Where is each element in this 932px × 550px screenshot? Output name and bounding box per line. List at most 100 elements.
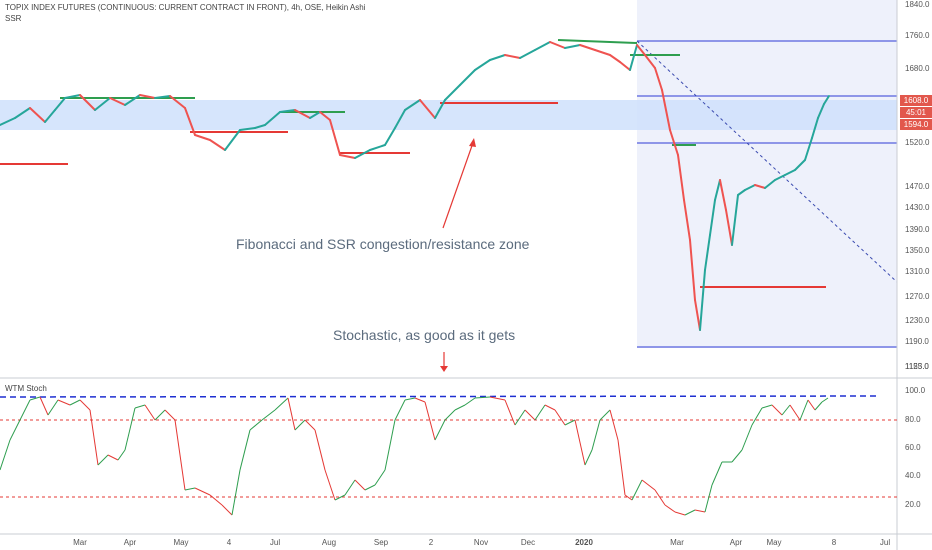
stoch-segment	[464, 397, 476, 406]
price-tick-label: 1430.0	[905, 203, 930, 212]
price-segment	[124, 94, 141, 106]
stoch-segment	[704, 484, 713, 513]
stoch-segment	[89, 409, 99, 466]
stoch-segment	[209, 494, 223, 506]
stoch-segment	[39, 396, 49, 416]
price-axis[interactable]: 1840.01760.01680.01600.01520.01470.01430…	[905, 0, 930, 371]
price-segment	[564, 44, 581, 49]
time-tick-label: May	[173, 538, 188, 547]
stoch-series	[0, 396, 829, 516]
price-segment	[694, 299, 701, 331]
price-segment	[719, 179, 727, 211]
price-segment	[744, 184, 756, 191]
stoch-segment	[454, 404, 466, 411]
stoch-segment	[97, 454, 109, 466]
price-segment	[79, 94, 96, 111]
price-segment	[549, 41, 566, 49]
price-tick-label: 1270.0	[905, 292, 930, 301]
stoch-segment	[221, 504, 233, 516]
price-segment	[309, 111, 321, 119]
price-segment	[224, 129, 241, 151]
stoch-segment	[514, 409, 526, 426]
price-segment	[434, 99, 446, 119]
price-tag-1594: 1594.0	[900, 119, 932, 130]
stoch-segment	[624, 494, 633, 501]
stoch-segment	[781, 404, 791, 416]
stoch-segment	[807, 399, 816, 411]
stoch-arrow-head	[440, 366, 448, 372]
stoch-segment	[731, 449, 743, 463]
stoch-segment	[374, 469, 386, 486]
price-segment	[354, 149, 371, 159]
price-segment	[54, 97, 66, 111]
stoch-segment	[674, 511, 686, 516]
time-axis[interactable]: Mar Apr May 4 Jul Aug Sep 2 Nov Dec 2020 Mar Apr May 8…	[73, 538, 890, 547]
stoch-segment	[274, 397, 289, 411]
price-segment	[811, 117, 819, 139]
price-segment	[794, 159, 806, 171]
stoch-segment	[394, 399, 406, 421]
price-segment	[419, 99, 436, 119]
stoch-tick-label: 40.0	[905, 471, 921, 480]
price-segment	[444, 84, 461, 101]
stoch-segment	[334, 494, 346, 501]
stoch-segment	[554, 409, 566, 426]
stoch-segment	[584, 449, 593, 466]
stoch-segment	[117, 449, 126, 461]
trend-line	[636, 40, 898, 283]
price-segment	[754, 184, 766, 189]
stoch-segment	[444, 409, 456, 421]
stoch-segment	[0, 439, 11, 471]
price-tick-label: 1190.0	[905, 337, 929, 346]
stoch-segment	[154, 409, 166, 421]
price-segment	[704, 234, 711, 271]
stoch-segment	[9, 419, 21, 441]
price-segment	[804, 137, 813, 161]
stoch-segment	[69, 399, 81, 406]
stoch-segment	[741, 424, 753, 451]
stoch-segment	[544, 404, 556, 411]
stoch-segment	[344, 479, 356, 496]
stoch-segment	[814, 401, 823, 411]
resistance-zone	[0, 100, 897, 130]
price-segment	[629, 44, 638, 71]
price-segment	[731, 194, 739, 246]
stoch-segment	[474, 396, 491, 399]
lower-pane-label: WTM Stoch	[5, 384, 47, 393]
time-tick-label: May	[766, 538, 781, 547]
zone-annotation: Fibonacci and SSR congestion/resistance …	[236, 236, 530, 252]
price-segment	[44, 109, 56, 123]
stoch-segment	[799, 399, 809, 421]
price-segment	[709, 199, 716, 236]
price-segment	[661, 89, 671, 131]
price-tick-label: 1230.0	[905, 316, 930, 325]
price-segment	[636, 44, 646, 56]
time-tick-label: Mar	[670, 538, 684, 547]
price-segment	[725, 209, 733, 246]
stoch-segment	[47, 399, 59, 416]
stoch-segment	[489, 396, 506, 401]
stoch-segment	[504, 399, 516, 426]
stoch-axis[interactable]: 100.0 80.0 60.0 40.0 20.0	[905, 386, 926, 509]
stoch-segment	[564, 419, 576, 426]
stoch-segment	[609, 409, 619, 441]
stoch-segment	[591, 419, 601, 451]
stoch-segment	[194, 487, 211, 496]
stoch-segment	[684, 509, 696, 516]
price-segment	[264, 111, 281, 126]
stoch-segment	[641, 479, 656, 491]
stoch-segment	[631, 479, 643, 501]
time-tick-label: Jul	[270, 538, 280, 547]
price-segment	[594, 49, 611, 56]
time-tick-label: 4	[227, 538, 232, 547]
price-segment	[689, 239, 696, 301]
price-segment	[184, 107, 196, 136]
price-segment	[774, 174, 786, 181]
stoch-segment	[57, 399, 71, 406]
time-tick-label: Jul	[880, 538, 890, 547]
price-tick-label: 1310.0	[905, 267, 930, 276]
time-tick-label: Aug	[322, 538, 336, 547]
stoch-segment	[384, 419, 396, 471]
stoch-segment	[599, 409, 611, 421]
